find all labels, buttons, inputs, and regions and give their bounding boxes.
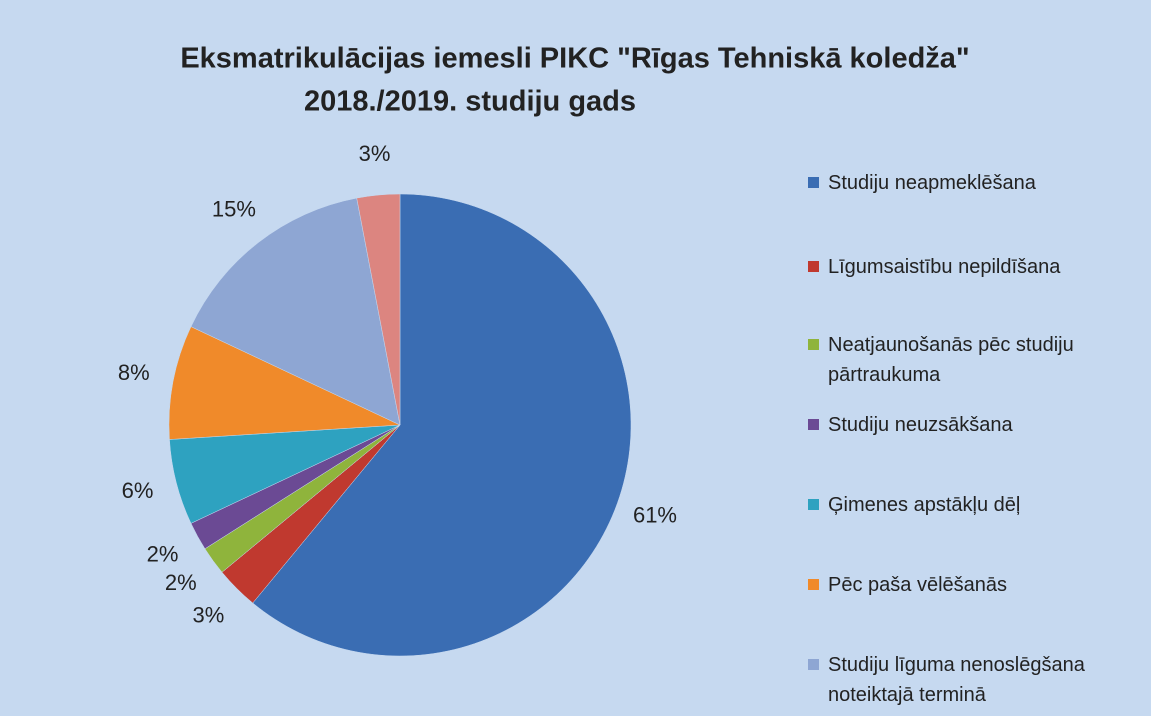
legend-label: Studiju līguma nenoslēgšana noteiktajā t…: [828, 654, 1085, 706]
legend-label: Līgumsaistību nepildīšana: [828, 256, 1061, 278]
data-label: 3%: [359, 141, 391, 166]
pie-slice: [168, 326, 401, 440]
data-label: 15%: [212, 197, 256, 222]
data-label: 6%: [122, 478, 154, 503]
legend-label: Studiju neapmeklēšana: [828, 172, 1036, 194]
legend-swatch: [808, 499, 819, 510]
legend-swatch: [808, 339, 819, 350]
data-label: 8%: [118, 360, 150, 385]
legend-swatch: [808, 419, 819, 430]
legend-label: Studiju neuzsākšana: [828, 414, 1013, 436]
pie-slice: [252, 193, 632, 657]
data-label: 61%: [633, 503, 677, 528]
legend-swatch: [808, 261, 819, 272]
data-label: 3%: [192, 602, 224, 627]
legend-swatch: [808, 177, 819, 188]
chart-subtitle: 2018./2019. studiju gads: [304, 86, 636, 118]
legend-label: Neatjaunošanās pēc studiju pārtraukuma: [828, 334, 1074, 386]
pie-slice: [356, 193, 401, 426]
legend-label: Pēc paša vēlēšanās: [828, 574, 1008, 596]
data-label: 2%: [165, 570, 197, 595]
chart-title: Eksmatrikulācijas iemesli PIKC "Rīgas Te…: [180, 43, 969, 75]
legend-swatch: [808, 659, 819, 670]
data-label: 2%: [147, 541, 179, 566]
legend-label: Ģimenes apstākļu dēļ: [828, 494, 1021, 516]
pie-slice: [190, 197, 401, 426]
legend-swatch: [808, 579, 819, 590]
